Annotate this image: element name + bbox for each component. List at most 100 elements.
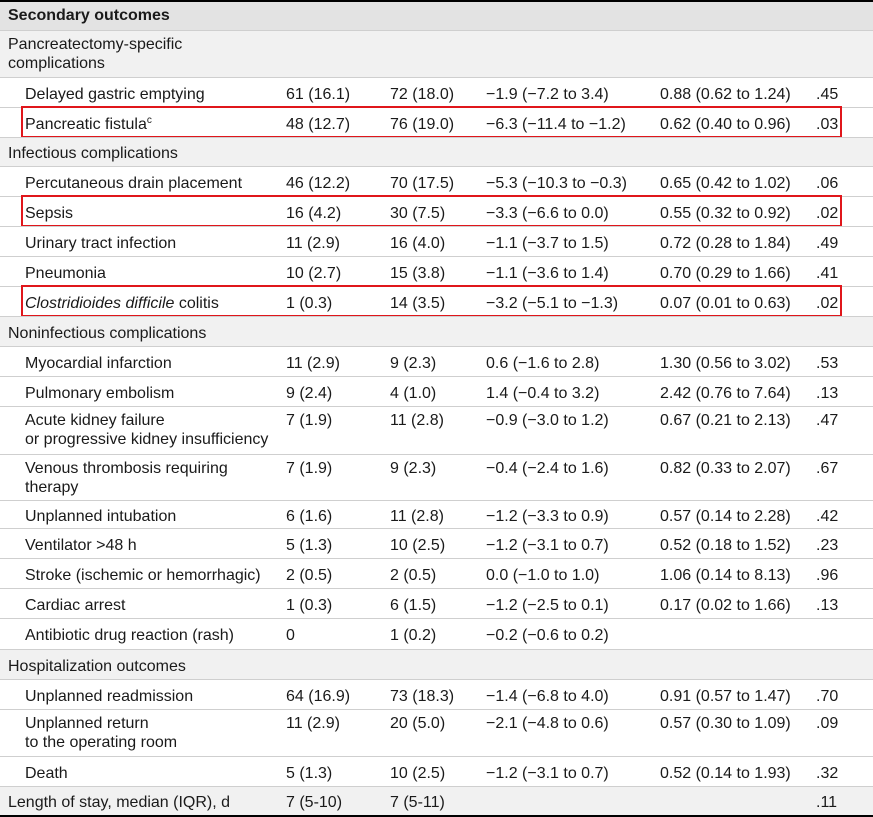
row-label: Unplanned intubation [25,508,177,525]
difference-ci: −1.2 (−3.1 to 0.7) [486,537,609,554]
table-bottom-rule [0,815,873,817]
p-value: .09 [816,715,839,732]
section-label: Noninfectious complications [8,325,207,342]
row-label: Venous thrombosis requiring therapy [25,460,228,496]
p-value: .67 [816,460,839,477]
table-row: Pulmonary embolism 9 (2.4) 4 (1.0) 1.4 (−0.… [0,376,873,406]
p-value: .41 [816,265,839,282]
row-label: Pneumonia [25,265,106,282]
row-label: Delayed gastric emptying [25,86,205,103]
section-row: Length of stay, median (IQR), d 7 (5-10) 7… [0,786,873,815]
table-row: Myocardial infarction 11 (2.9) 9 (2.3) 0.6 … [0,346,873,376]
ratio-ci: 0.07 (0.01 to 0.63) [660,295,791,312]
highlight-box [21,106,842,138]
p-value: .13 [816,385,839,402]
col-value-2: 4 (1.0) [390,385,437,402]
p-value: .06 [816,175,839,192]
col-value-1: 48 (12.7) [286,116,351,133]
difference-ci: −1.1 (−3.7 to 1.5) [486,235,609,252]
table-row: Pneumonia 10 (2.7) 15 (3.8) −1.1 (−3.6 to 1… [0,256,873,286]
difference-ci: −1.2 (−2.5 to 0.1) [486,597,609,614]
col-value-1: 5 (1.3) [286,537,333,554]
label-italic: Clostridioides difficile [25,295,175,312]
table-row: Unplanned return to the operating room 11 … [0,709,873,756]
p-value: .02 [816,205,839,222]
ratio-ci: 0.57 (0.14 to 2.28) [660,508,791,525]
table-row: Cardiac arrest 1 (0.3) 6 (1.5) −1.2 (−2.5 t… [0,588,873,618]
table-top-rule [0,0,873,2]
table-row: Antibiotic drug reaction (rash) 0 1 (0.2) −… [0,618,873,649]
difference-ci: −3.2 (−5.1 to −1.3) [486,295,619,312]
row-label: Urinary tract infection [25,235,177,252]
difference-ci: −0.2 (−0.6 to 0.2) [486,627,609,644]
col-value-1: 11 (2.9) [286,355,340,372]
difference-ci: −1.4 (−6.8 to 4.0) [486,688,609,705]
p-value: .42 [816,508,839,525]
col-value-2: 10 (2.5) [390,537,446,554]
section-row: Noninfectious complications [0,316,873,346]
ratio-ci: 0.62 (0.40 to 0.96) [660,116,791,133]
row-label: Unplanned return to the operating room [25,715,178,751]
row-label: Percutaneous drain placement [25,175,243,192]
col-value-1: 11 (2.9) [286,235,340,252]
col-value-2: 9 (2.3) [390,460,437,477]
p-value: .32 [816,765,839,782]
highlight-box [21,195,842,227]
col-value-1: 11 (2.9) [286,715,340,732]
highlight-box [21,285,842,317]
difference-ci: −2.1 (−4.8 to 0.6) [486,715,609,732]
row-label: Unplanned readmission [25,688,194,705]
col-value-2: 20 (5.0) [390,715,446,732]
difference-ci: −6.3 (−11.4 to −1.2) [486,116,626,133]
ratio-ci: 0.57 (0.30 to 1.09) [660,715,791,732]
difference-ci: −0.4 (−2.4 to 1.6) [486,460,609,477]
table-row: Ventilator >48 h 5 (1.3) 10 (2.5) −1.2 (−3.… [0,528,873,558]
col-value-2: 70 (17.5) [390,175,455,192]
col-value-1: 7 (5-10) [286,794,343,811]
ratio-ci: 0.55 (0.32 to 0.92) [660,205,791,222]
p-value: .23 [816,537,839,554]
ratio-ci: 1.06 (0.14 to 8.13) [660,567,791,584]
col-value-2: 9 (2.3) [390,355,437,372]
col-value-2: 73 (18.3) [390,688,455,705]
table-row: Unplanned intubation 6 (1.6) 11 (2.8) −1.2 … [0,500,873,528]
col-value-2: 2 (0.5) [390,567,437,584]
col-value-2: 1 (0.2) [390,627,437,644]
col-value-2: 30 (7.5) [390,205,446,222]
section-row: Pancreatectomy-specific complications [0,30,873,77]
row-label: Cardiac arrest [25,597,126,614]
col-value-1: 6 (1.6) [286,508,333,525]
row-label: Acute kidney failure or progressive kidne… [25,412,269,448]
section-row: Infectious complications [0,137,873,166]
difference-ci: 0.6 (−1.6 to 2.8) [486,355,600,372]
col-value-1: 7 (1.9) [286,460,333,477]
col-value-1: 16 (4.2) [286,205,342,222]
ratio-ci: 0.70 (0.29 to 1.66) [660,265,791,282]
row-label: Antibiotic drug reaction (rash) [25,627,234,644]
table-row: Venous thrombosis requiring therapy 7 (1.9… [0,454,873,500]
section-row: Hospitalization outcomes [0,649,873,679]
row-label: Sepsis [25,205,74,222]
section-label: Length of stay, median (IQR), d [8,794,231,811]
table-row: Acute kidney failure or progressive kidne… [0,406,873,454]
col-value-1: 64 (16.9) [286,688,351,705]
difference-ci: −1.1 (−3.6 to 1.4) [486,265,609,282]
difference-ci: −1.2 (−3.3 to 0.9) [486,508,609,525]
table-row: Delayed gastric emptying 61 (16.1) 72 (18.… [0,77,873,107]
difference-ci: −3.3 (−6.6 to 0.0) [486,205,609,222]
p-value: .02 [816,295,839,312]
col-value-2: 10 (2.5) [390,765,446,782]
difference-ci: −1.9 (−7.2 to 3.4) [486,86,609,103]
ratio-ci: 0.65 (0.42 to 1.02) [660,175,791,192]
col-value-2: 76 (19.0) [390,116,455,133]
difference-ci: −5.3 (−10.3 to −0.3) [486,175,627,192]
p-value: .11 [816,794,838,811]
col-value-2: 14 (3.5) [390,295,446,312]
col-value-2: 72 (18.0) [390,86,455,103]
col-value-1: 9 (2.4) [286,385,333,402]
col-value-1: 10 (2.7) [286,265,342,282]
col-value-2: 7 (5-11) [390,794,445,811]
section-label: Infectious complications [8,145,178,162]
p-value: .53 [816,355,839,372]
